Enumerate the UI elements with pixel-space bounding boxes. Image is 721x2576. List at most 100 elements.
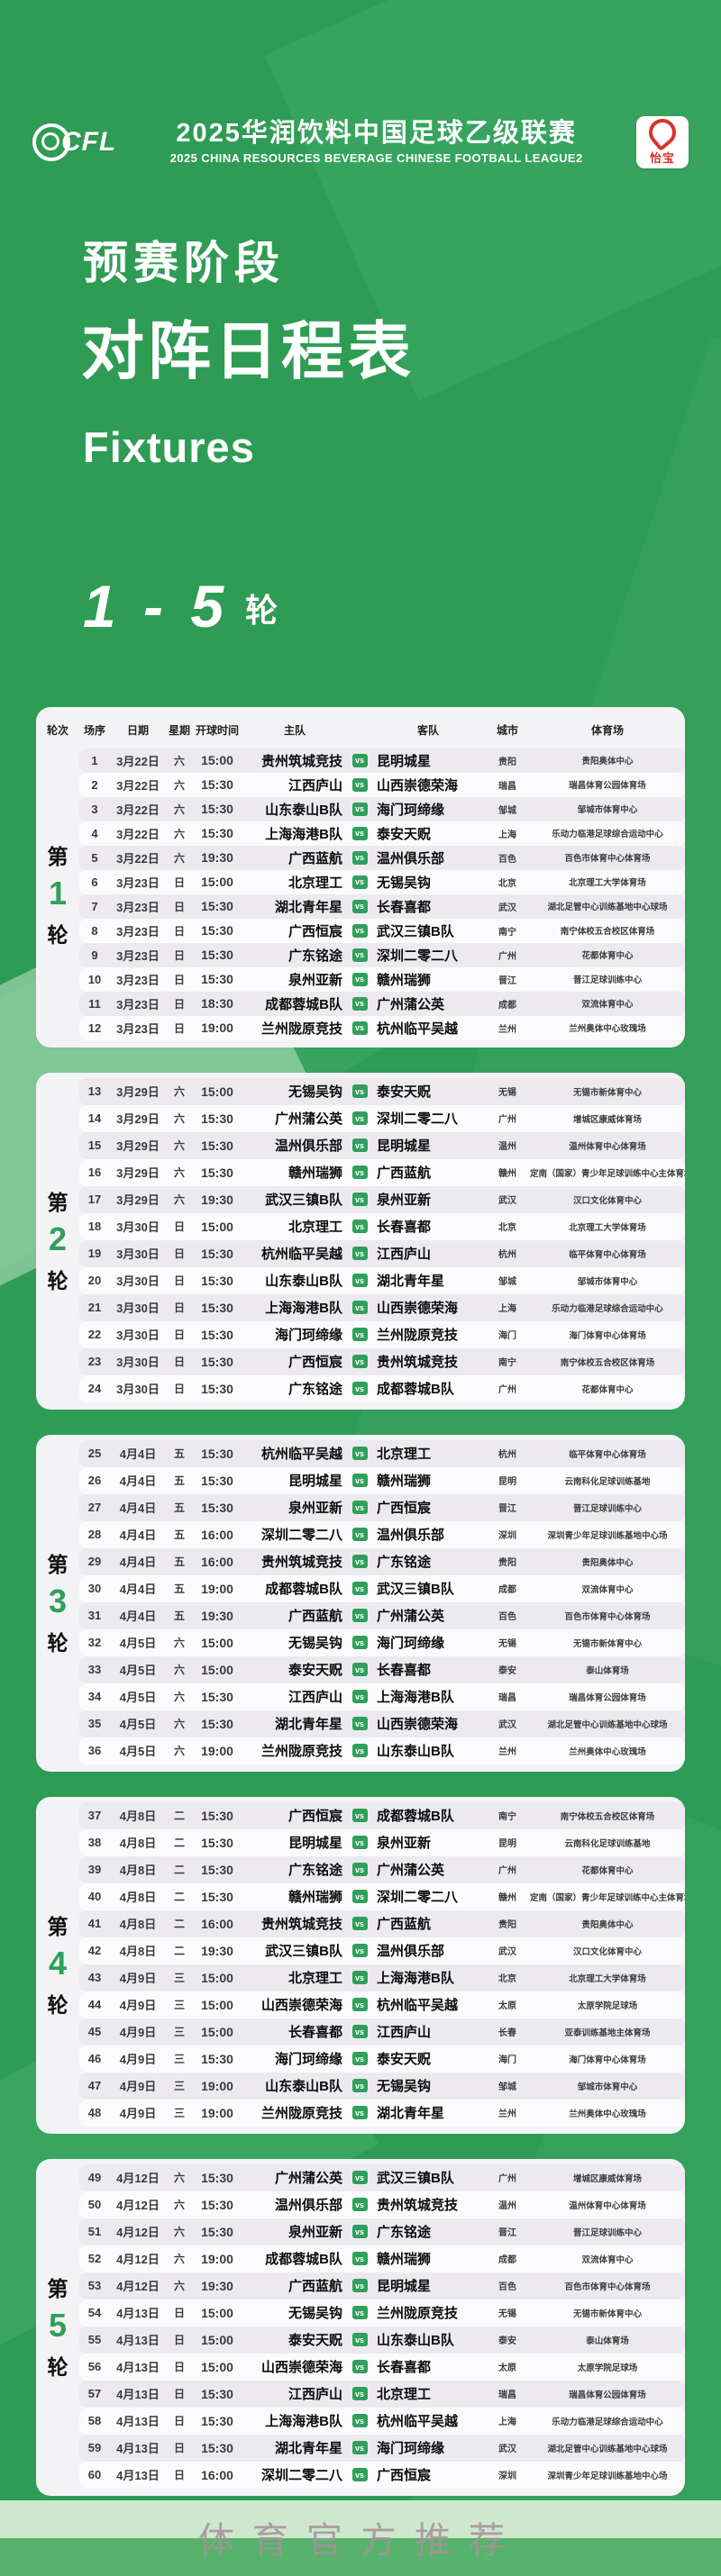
table-row: 32 4月5日 六 15:00 无锡吴钩 vs 海门珂缔缘 无锡 无锡市新体育中…: [79, 1628, 685, 1656]
cell-away: 广东铭途: [377, 2225, 432, 2241]
cell-stadium: 南宁体校五合校区体育场: [560, 1357, 655, 1368]
cell-home: 兰州陇原竞技: [260, 1744, 342, 1760]
cell-no: 36: [87, 1744, 102, 1758]
cell-time: 15:30: [201, 2051, 233, 2066]
cell-city: 温州: [498, 2201, 516, 2212]
table-row: 43 4月9日 三 15:00 北京理工 vs 上海海港B队 北京 北京理工大学…: [79, 1964, 685, 1991]
cell-stadium: 北京理工大学体育场: [569, 878, 646, 889]
cell-date: 4月9日: [119, 2080, 157, 2094]
cell-city: 邹城: [498, 805, 516, 816]
col-city: 城市: [496, 724, 518, 738]
cell-weekday: 二: [173, 1918, 185, 1931]
cell-away: 广东铭途: [377, 1555, 432, 1571]
cell-city: 上海: [498, 1304, 516, 1315]
cell-city: 百色: [498, 2282, 516, 2293]
table-row: 49 4月12日 六 15:30 广州蒲公英 vs 武汉三镇B队 广州 增城区康…: [79, 2163, 685, 2191]
cell-city: 成都: [498, 2255, 516, 2266]
vs-badge: vs: [351, 1836, 368, 1850]
cell-date: 3月30日: [116, 1220, 160, 1235]
cell-away: 无锡吴钩: [377, 875, 432, 891]
cell-time: 15:30: [201, 1500, 233, 1515]
cell-home: 武汉三镇B队: [265, 1193, 342, 1209]
cell-weekday: 日: [173, 2388, 185, 2401]
cell-time: 15:30: [201, 2197, 233, 2212]
cell-weekday: 日: [173, 997, 185, 1011]
cell-stadium: 南宁体校五合校区体育场: [560, 1811, 655, 1822]
cell-away: 贵州筑城竞技: [377, 1355, 459, 1371]
cell-no: 7: [91, 899, 98, 913]
cell-weekday: 六: [173, 803, 185, 816]
cell-time: 15:00: [201, 2305, 233, 2320]
cell-no: 59: [87, 2441, 102, 2455]
cell-home: 上海海港B队: [265, 826, 342, 842]
rounds-unit: 轮: [245, 591, 278, 629]
cell-time: 16:00: [201, 1554, 233, 1569]
cell-away: 广州蒲公英: [377, 1609, 445, 1625]
cell-weekday: 日: [173, 2334, 185, 2347]
vs-badge: vs: [351, 1111, 368, 1126]
cell-no: 26: [87, 1474, 102, 1488]
cell-date: 3月23日: [116, 900, 160, 914]
cell-home: 贵州筑城竞技: [260, 1555, 342, 1571]
cell-stadium: 百色市体育中心体育场: [564, 1611, 651, 1622]
cell-time: 15:30: [201, 948, 233, 963]
cell-time: 15:30: [201, 1381, 233, 1396]
vs-badge: vs: [351, 2052, 368, 2066]
cell-time: 15:30: [201, 1165, 233, 1180]
cell-date: 3月22日: [116, 754, 160, 768]
table-row: 16 3月29日 六 15:30 赣州瑞狮 vs 广西蓝航 赣州 定南（国家）青…: [79, 1158, 685, 1186]
footer: 体育官方推荐: [0, 2500, 721, 2576]
cell-away: 温州俱乐部: [377, 1944, 445, 1960]
cell-time: 15:30: [201, 802, 233, 817]
rows: 37 4月8日 二 15:30 广西恒宸 vs 成都蓉城B队 南宁 南宁体校五合…: [79, 1801, 685, 2127]
cell-stadium: 温州体育中心体育场: [569, 2200, 646, 2211]
round-label: 第 5 轮: [36, 2164, 79, 2489]
vs-badge: vs: [351, 2106, 368, 2120]
vs-badge: vs: [351, 1971, 368, 1985]
cell-weekday: 六: [173, 1139, 185, 1153]
vs-badge: vs: [351, 1636, 368, 1650]
round-card: 第 5 轮 49 4月12日 六 15:30 广州蒲公英 vs 武汉三镇B队 广…: [36, 2158, 685, 2496]
table-row: 30 4月4日 五 19:00 成都蓉城B队 vs 武汉三镇B队 成都 双流体育…: [79, 1574, 685, 1602]
cell-stadium: 无锡市新体育中心: [572, 1638, 642, 1649]
cell-weekday: 日: [173, 948, 185, 962]
cell-city: 太原: [498, 2001, 516, 2012]
cell-home: 山西崇德荣海: [260, 2360, 342, 2376]
cell-stadium: 云南科化足球训练基地: [564, 1476, 651, 1487]
vs-badge: vs: [351, 2279, 368, 2293]
table-row: 28 4月4日 五 16:00 深圳二零二八 vs 温州俱乐部 深圳 深圳青少年…: [79, 1520, 685, 1548]
round-number: 5: [48, 2307, 68, 2345]
table-row: 44 4月9日 三 15:00 山西崇德荣海 vs 杭州临平吴越 太原 太原学院…: [79, 1991, 685, 2018]
table-row: 24 3月30日 日 15:30 广东铭途 vs 成都蓉城B队 广州 花都体育中…: [79, 1374, 685, 1402]
cell-away: 广西蓝航: [377, 1166, 432, 1182]
cell-home: 江西庐山: [287, 777, 342, 794]
cell-time: 15:30: [201, 1327, 233, 1342]
cell-city: 晋江: [498, 1504, 516, 1515]
cell-stadium: 百色市体育中心体育场: [564, 2281, 651, 2292]
cell-weekday: 三: [173, 2026, 185, 2039]
cell-city: 泰安: [498, 2336, 516, 2347]
cell-weekday: 六: [173, 778, 185, 792]
vs-badge: vs: [351, 948, 368, 962]
col-home: 主队: [283, 724, 306, 738]
cell-city: 无锡: [498, 2309, 516, 2320]
table-row: 29 4月4日 五 16:00 贵州筑城竞技 vs 广东铭途 贵阳 贵阳奥体中心: [79, 1547, 685, 1575]
cell-stadium: 乐动力临港足球综合运动中心: [552, 830, 663, 840]
cell-city: 贵阳: [498, 1558, 516, 1569]
cell-home: 兰州陇原竞技: [260, 2106, 342, 2122]
cell-weekday: 二: [173, 1864, 185, 1877]
cell-date: 4月8日: [119, 1945, 157, 1959]
cell-stadium: 海门体育中心体育场: [569, 2054, 646, 2065]
cell-date: 4月13日: [116, 2361, 160, 2375]
vs-badge: vs: [351, 1193, 368, 1207]
cell-no: 2: [91, 777, 98, 792]
cell-no: 29: [87, 1555, 102, 1569]
cell-time: 15:00: [201, 1219, 233, 1234]
cell-date: 4月4日: [119, 1528, 157, 1543]
cell-away: 赣州瑞狮: [377, 972, 432, 988]
cell-city: 上海: [498, 830, 516, 840]
cell-stadium: 花都体育中心: [581, 951, 634, 962]
cell-city: 温州: [498, 1142, 516, 1153]
cell-away: 山西崇德荣海: [377, 777, 459, 794]
cell-away: 泉州亚新: [377, 1193, 432, 1209]
